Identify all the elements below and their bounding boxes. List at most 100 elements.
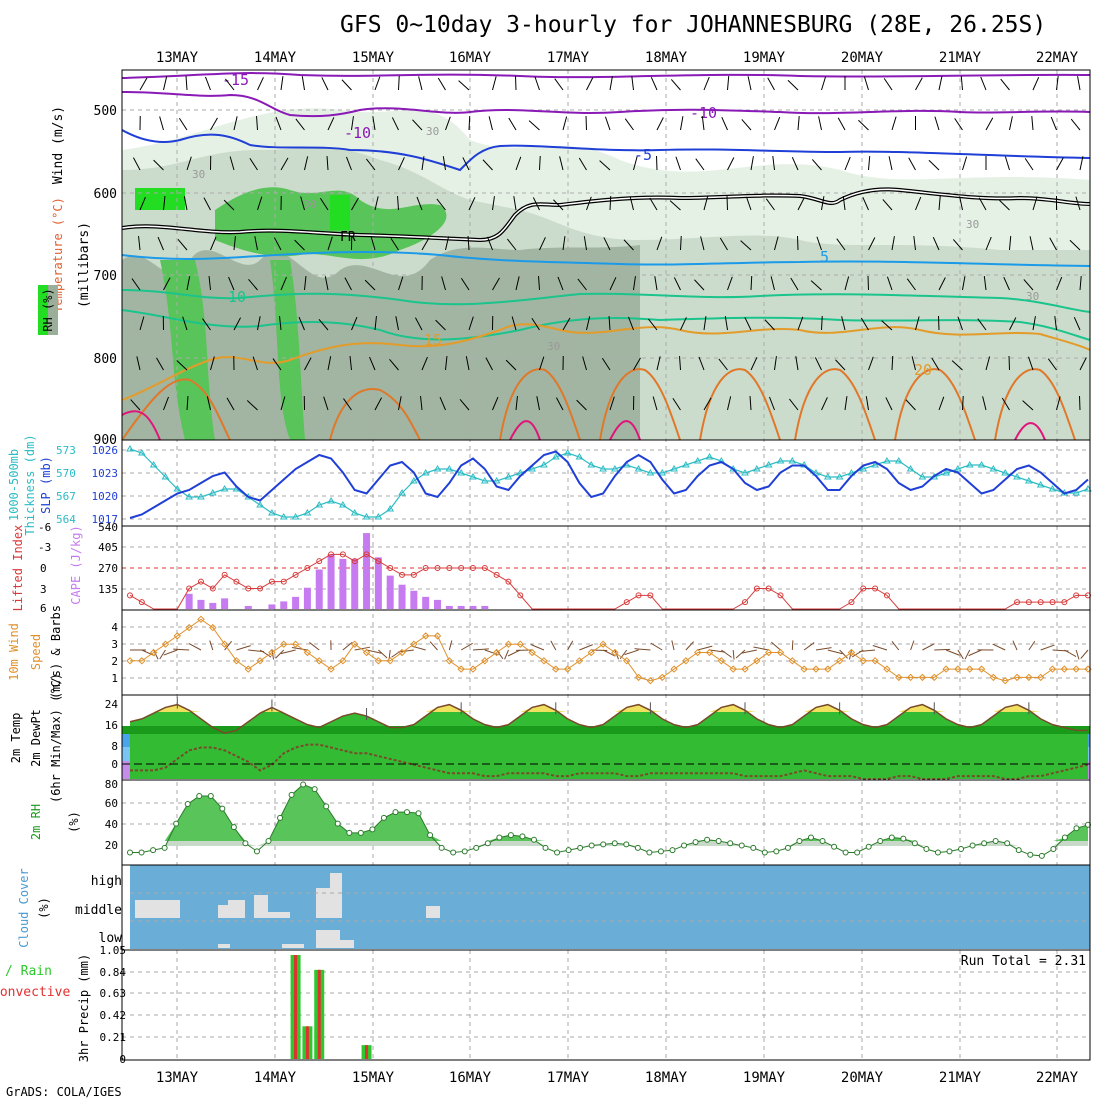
upper-wind-barb — [703, 397, 712, 411]
upper-wind-barb — [721, 117, 728, 131]
top-day-label: 16MAY — [449, 50, 492, 66]
cloud-block — [268, 912, 290, 918]
bottom-day-label: 20MAY — [841, 1070, 884, 1086]
wind-speed-point — [469, 665, 477, 673]
upper-wind-barb — [652, 396, 658, 411]
upper-wind-barb — [797, 116, 800, 131]
cape-bar — [339, 558, 347, 609]
upper-wind-barb — [301, 76, 305, 91]
wind-speed-point — [138, 657, 146, 665]
upper-wind-barb — [888, 156, 893, 171]
thickness-point — [551, 453, 560, 460]
upper-wind-barb — [703, 316, 707, 331]
upper-wind-barb — [412, 119, 423, 131]
cloud-y-labels: Cloud Cover (%) — [17, 868, 51, 947]
upper-wind-barb — [327, 117, 335, 131]
cloud-tick-middle: middle — [75, 903, 122, 918]
rh-point — [577, 844, 584, 851]
upper-wind-barb — [797, 316, 804, 331]
upper-wind-barb — [369, 356, 376, 371]
upper-wind-barb — [656, 236, 663, 251]
li-point — [647, 592, 654, 599]
upper-wind-barb — [177, 238, 188, 251]
li-point — [742, 599, 749, 606]
rh-point — [1027, 851, 1034, 858]
surface-wind-barb — [507, 649, 521, 657]
surface-wind-barb — [484, 649, 499, 656]
upper-wind-barb — [609, 396, 615, 411]
thickness-point — [1024, 477, 1033, 484]
rh-point — [738, 842, 745, 849]
upper-wind-barb — [727, 276, 733, 291]
upper-wind-barb — [932, 237, 940, 251]
cape-bar — [363, 533, 371, 609]
upper-wind-barb — [319, 197, 329, 211]
rh-point — [600, 841, 607, 848]
upper-wind-barb — [1027, 356, 1034, 371]
surface-wind-barb — [1075, 649, 1080, 660]
wind-speed-point — [966, 665, 974, 673]
li-point — [481, 565, 488, 571]
upper-wind-barb — [883, 78, 893, 91]
surface-wind-barb — [460, 642, 473, 651]
rh-point — [311, 786, 318, 793]
surface-wind-barb — [964, 649, 971, 660]
upper-wind-barb — [978, 197, 987, 211]
precip-tick: 0.42 — [100, 1009, 127, 1022]
thickness-point — [161, 473, 170, 480]
wind-speed-point — [552, 665, 560, 673]
upper-wind-barb — [769, 396, 775, 411]
upper-wind-barb — [153, 159, 164, 171]
thickness-point — [894, 457, 903, 464]
rh-point — [184, 801, 191, 808]
li-point — [292, 571, 299, 578]
upper-wind-barb — [139, 77, 148, 91]
wind-speed-point — [871, 657, 879, 665]
surface-wind-barb — [280, 649, 296, 655]
upper-wind-barb — [675, 156, 681, 171]
top-day-label: 14MAY — [254, 50, 297, 66]
upper-wind-barb — [1056, 157, 1064, 171]
li-point — [635, 592, 642, 599]
surface-wind-barb — [685, 641, 695, 651]
rh-point — [161, 844, 168, 851]
upper-wind-barb — [608, 315, 611, 331]
upper-wind-barb — [951, 360, 963, 371]
upper-wind-barb — [915, 316, 920, 331]
upper-wind-barb — [931, 357, 940, 371]
surface-wind-barb — [650, 642, 663, 651]
rh-point — [438, 844, 445, 851]
upper-wind-barb — [1022, 400, 1034, 411]
li-point — [623, 599, 630, 606]
surface-wind-barb — [173, 648, 190, 651]
cloud-block — [282, 944, 304, 948]
upper-wind-barb — [365, 158, 376, 171]
rh-point — [253, 848, 260, 855]
upper-wind-barb — [132, 157, 141, 171]
upper-wind-barb — [586, 196, 592, 211]
slp-y-axis: 573 570 567 564 1026 1023 1020 1017 — [56, 444, 118, 526]
cape-bars — [185, 533, 489, 609]
wind-speed-point — [268, 648, 276, 657]
slp-tick: 1023 — [92, 467, 119, 480]
upper-wind-barb — [1070, 118, 1081, 131]
wind-tick: 2 — [111, 655, 118, 668]
upper-wind-barb — [492, 396, 499, 411]
thickness-point — [374, 513, 383, 520]
upper-wind-barb — [1054, 316, 1057, 331]
surface-wind-barb — [504, 649, 509, 660]
upper-wind-barb — [1077, 76, 1081, 91]
wind-speed-point — [398, 648, 406, 657]
thickness-point — [126, 445, 134, 452]
wind-speed-point — [906, 673, 915, 682]
upper-wind-barb — [1056, 76, 1059, 91]
upper-wind-barb — [157, 236, 164, 251]
wind-speed-point — [1025, 673, 1033, 682]
upper-wind-barb — [629, 196, 634, 211]
surface-wind-barb — [188, 643, 202, 651]
precip-tick: 0.21 — [100, 1031, 127, 1044]
wind-speed-point — [918, 673, 927, 682]
rh2m-label: 2m RH — [29, 804, 43, 840]
upper-wind-barb — [938, 396, 945, 411]
upper-wind-barb — [774, 116, 781, 131]
